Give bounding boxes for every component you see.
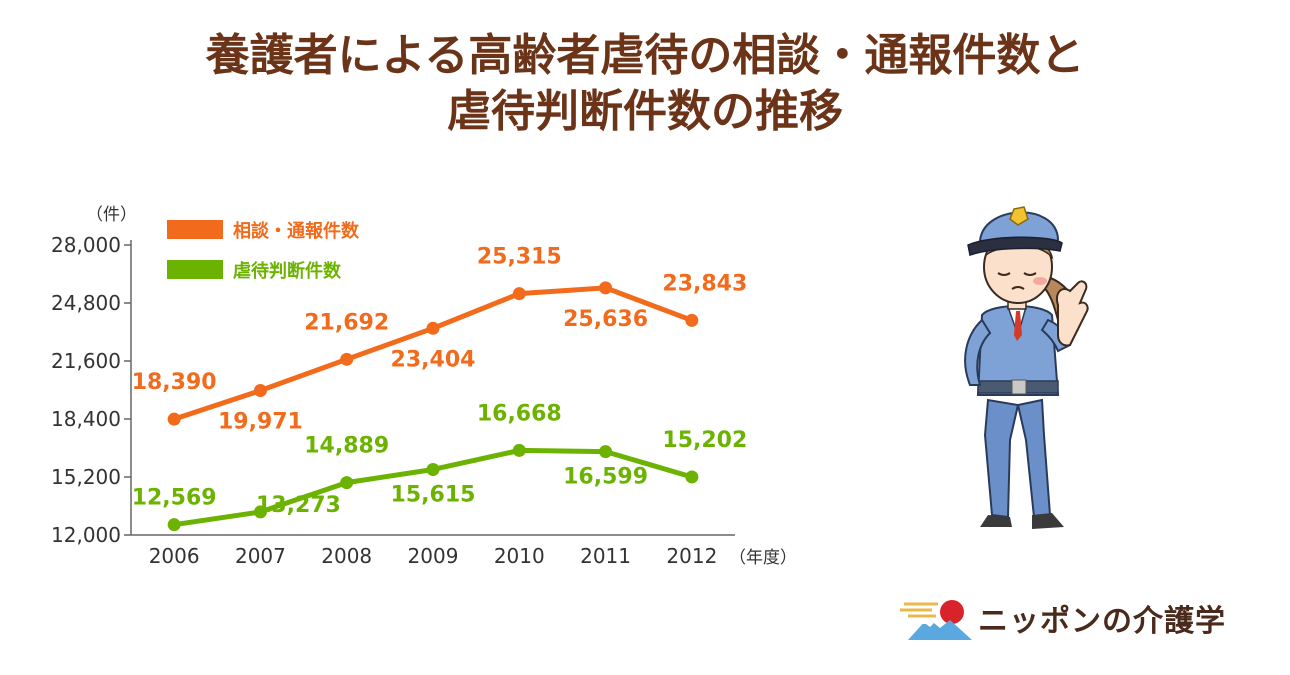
x-tick-label: 2006 <box>149 544 200 568</box>
x-tick-label: 2011 <box>580 544 631 568</box>
data-point-1 <box>253 384 267 398</box>
data-label-1: 19,971 <box>218 410 303 435</box>
mount-fuji-sun-icon <box>900 600 972 640</box>
y-tick-label: 24,800 <box>51 291 121 315</box>
data-point-2 <box>512 443 526 457</box>
data-point-2 <box>340 476 354 490</box>
data-label-1: 23,843 <box>662 271 747 296</box>
data-label-2: 15,202 <box>662 428 747 453</box>
brand-logo: ニッポンの介護学 <box>898 590 1258 650</box>
chart-title-line1: 養護者による高齢者虐待の相談・通報件数と <box>205 30 1085 81</box>
data-label-2: 15,615 <box>391 482 476 507</box>
y-tick-label: 21,600 <box>51 349 121 373</box>
x-tick-label: 2009 <box>408 544 459 568</box>
data-label-1: 18,390 <box>132 370 217 395</box>
x-tick-label: 2012 <box>666 544 717 568</box>
y-tick-label: 18,400 <box>51 407 121 431</box>
legend-swatch-series2 <box>167 260 223 279</box>
legend: 相談・通報件数 虐待判断件数 <box>167 220 360 282</box>
data-point-2 <box>685 470 699 484</box>
y-tick-label: 15,200 <box>51 465 121 489</box>
data-label-1: 25,315 <box>477 245 562 270</box>
brand-name: ニッポンの介護学 <box>978 604 1226 639</box>
chart-title-line2: 虐待判断件数の推移 <box>447 86 843 137</box>
x-tick-label: 2010 <box>494 544 545 568</box>
data-point-1 <box>599 281 613 295</box>
data-point-1 <box>340 352 354 366</box>
data-label-2: 13,273 <box>256 493 341 518</box>
data-point-2 <box>167 518 181 532</box>
y-axis-unit: （件） <box>86 205 137 225</box>
y-tick-label: 28,000 <box>51 233 121 257</box>
data-point-1 <box>426 321 440 335</box>
chart-title: 養護者による高齢者虐待の相談・通報件数と 虐待判断件数の推移 <box>0 28 1290 140</box>
data-label-2: 16,668 <box>477 401 562 426</box>
data-point-2 <box>426 462 440 476</box>
data-point-2 <box>253 505 267 519</box>
legend-label-series2: 虐待判断件数 <box>233 260 342 282</box>
data-label-1: 21,692 <box>304 310 389 335</box>
y-tick-label: 12,000 <box>51 523 121 547</box>
x-tick-label: 2007 <box>235 544 286 568</box>
data-point-1 <box>167 412 181 426</box>
legend-label-series1: 相談・通報件数 <box>233 220 360 242</box>
line-chart: （件） （年度） 相談・通報件数 虐待判断件数 12,000 15,200 18,4… <box>51 205 797 568</box>
legend-swatch-series1 <box>167 220 223 239</box>
data-point-1 <box>685 313 699 327</box>
data-label-1: 23,404 <box>391 347 476 372</box>
security-guard-illustration <box>964 206 1089 529</box>
data-label-2: 12,569 <box>132 486 217 511</box>
axes: 12,000 15,200 18,400 21,600 24,800 28,000 2006… <box>51 233 735 568</box>
data-point-1 <box>512 287 526 301</box>
data-label-2: 14,889 <box>304 434 389 459</box>
data-point-2 <box>599 445 613 459</box>
x-axis-unit: （年度） <box>729 548 797 568</box>
x-tick-label: 2008 <box>321 544 372 568</box>
data-label-1: 25,636 <box>563 307 648 332</box>
data-label-2: 16,599 <box>563 465 648 490</box>
